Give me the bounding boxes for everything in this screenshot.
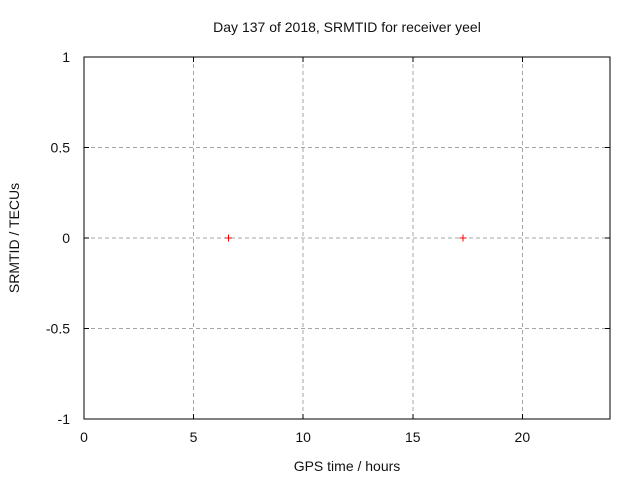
x-tick-label: 15 — [405, 429, 421, 445]
x-tick-label: 10 — [295, 429, 311, 445]
y-tick-label: -0.5 — [46, 321, 70, 337]
y-tick-label: 0.5 — [51, 140, 71, 156]
y-tick-label: -1 — [58, 411, 71, 427]
x-tick-label: 0 — [80, 429, 88, 445]
x-tick-label: 5 — [190, 429, 198, 445]
y-tick-label: 0 — [62, 230, 70, 246]
x-axis-label: GPS time / hours — [293, 458, 401, 474]
y-tick-label: 1 — [62, 49, 70, 65]
x-tick-label: 20 — [515, 429, 531, 445]
chart-title: Day 137 of 2018, SRMTID for receiver yee… — [213, 19, 481, 35]
